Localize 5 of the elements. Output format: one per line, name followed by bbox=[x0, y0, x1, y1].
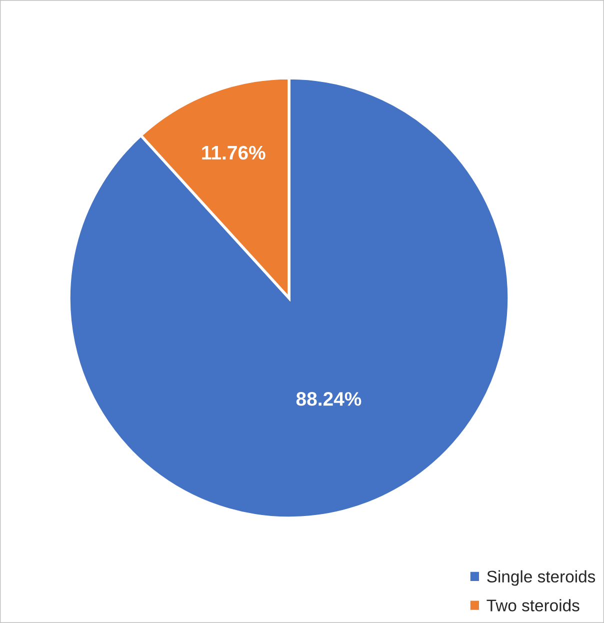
pie-slice bbox=[68, 76, 510, 520]
legend-label: Single steroids bbox=[487, 570, 596, 586]
data-label: 88.24% bbox=[296, 392, 362, 406]
legend-label: Two steroids bbox=[486, 599, 580, 612]
data-label: 11.76% bbox=[202, 146, 266, 160]
